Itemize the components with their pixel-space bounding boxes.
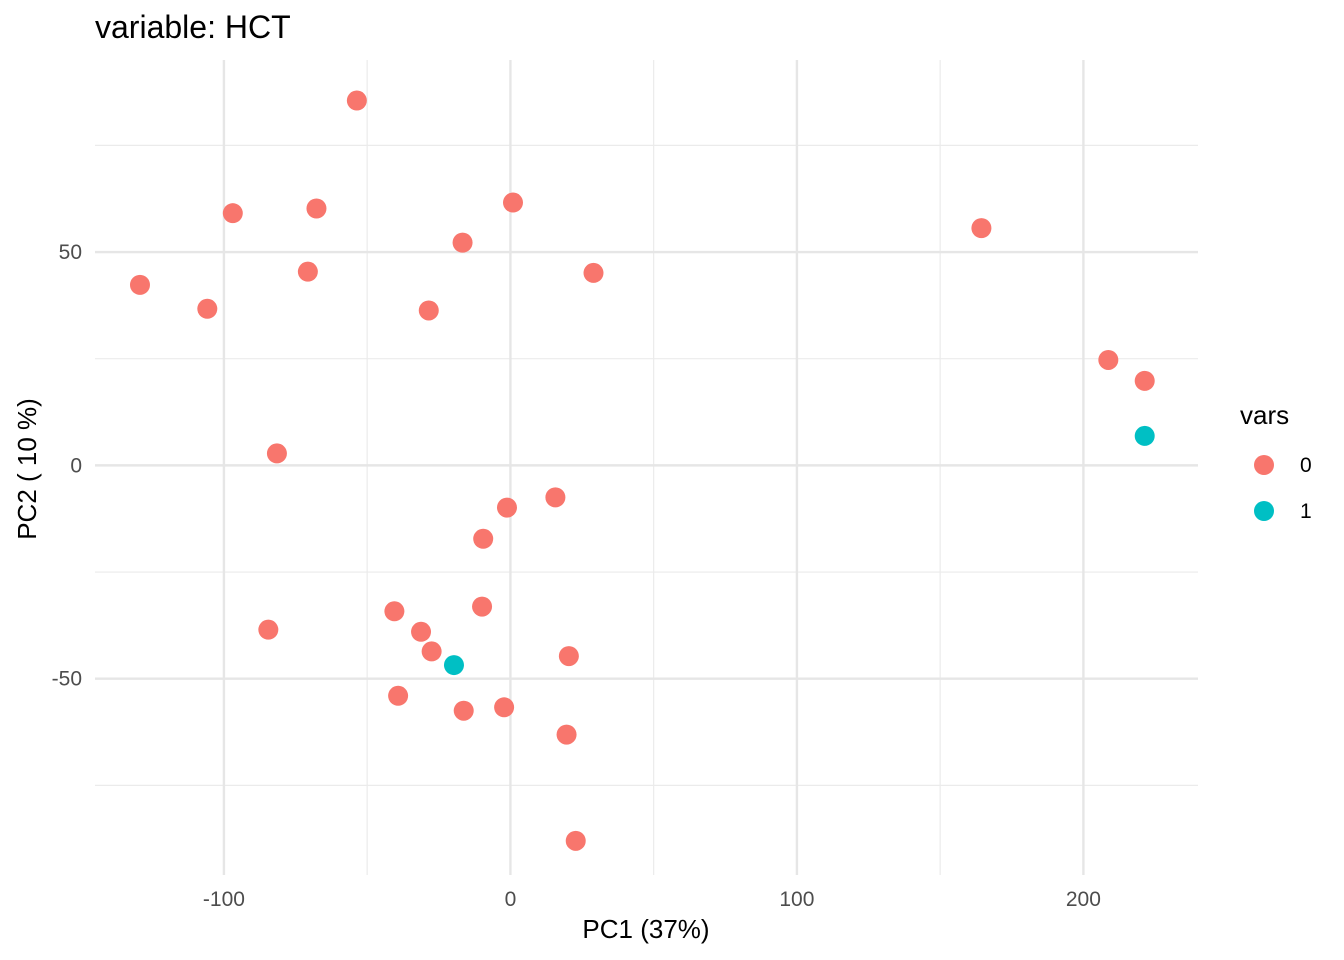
legend-key-0 — [1254, 455, 1274, 475]
x-axis-title: PC1 (37%) — [582, 914, 709, 944]
legend-label-1: 1 — [1300, 500, 1312, 523]
data-point-vars-0 — [384, 601, 405, 622]
x-tick-label: 100 — [779, 888, 814, 911]
data-point-vars-0 — [473, 528, 494, 549]
legend-title: vars — [1240, 400, 1289, 430]
legend: vars 01 — [1240, 400, 1312, 523]
data-point-vars-0 — [502, 192, 523, 213]
data-point-vars-0 — [453, 700, 474, 721]
x-tick-label: -100 — [203, 888, 245, 911]
data-point-vars-0 — [306, 198, 327, 219]
x-axis-tick-labels: -100 0 100 200 — [203, 888, 1101, 911]
data-point-vars-0 — [421, 641, 442, 662]
legend-entries: 01 — [1254, 454, 1312, 523]
y-tick-label: 50 — [59, 241, 82, 264]
minor-gridlines — [95, 60, 1198, 875]
data-point-vars-1 — [443, 655, 464, 676]
data-point-vars-0 — [418, 300, 439, 321]
data-point-vars-0 — [411, 621, 432, 642]
data-point-vars-0 — [556, 724, 577, 745]
data-points — [129, 90, 1155, 851]
data-point-vars-0 — [583, 262, 604, 283]
data-point-vars-0 — [452, 232, 473, 253]
data-point-vars-0 — [565, 830, 586, 851]
y-tick-label: 0 — [70, 454, 82, 477]
data-point-vars-0 — [545, 487, 566, 508]
data-point-vars-1 — [1134, 425, 1155, 446]
data-point-vars-0 — [197, 298, 218, 319]
data-point-vars-0 — [971, 218, 992, 239]
data-point-vars-0 — [494, 697, 515, 718]
legend-label-0: 0 — [1300, 454, 1312, 477]
data-point-vars-0 — [496, 497, 517, 518]
data-point-vars-0 — [266, 443, 287, 464]
data-point-vars-0 — [388, 685, 409, 706]
major-gridlines — [95, 60, 1198, 875]
x-tick-label: 200 — [1066, 888, 1101, 911]
y-tick-label: -50 — [52, 668, 82, 691]
legend-key-1 — [1254, 501, 1274, 521]
data-point-vars-0 — [297, 261, 318, 282]
data-point-vars-0 — [222, 203, 243, 224]
data-point-vars-0 — [1134, 370, 1155, 391]
x-tick-label: 0 — [505, 888, 517, 911]
chart-title: variable: HCT — [95, 9, 291, 45]
data-point-vars-0 — [1098, 349, 1119, 370]
data-point-vars-0 — [558, 646, 579, 667]
data-point-vars-0 — [129, 274, 150, 295]
data-point-vars-0 — [258, 619, 279, 640]
y-axis-tick-labels: -50 0 50 — [52, 241, 82, 691]
y-axis-title: PC2 ( 10 %) — [12, 398, 42, 540]
data-point-vars-0 — [346, 90, 367, 111]
data-point-vars-0 — [472, 596, 493, 617]
